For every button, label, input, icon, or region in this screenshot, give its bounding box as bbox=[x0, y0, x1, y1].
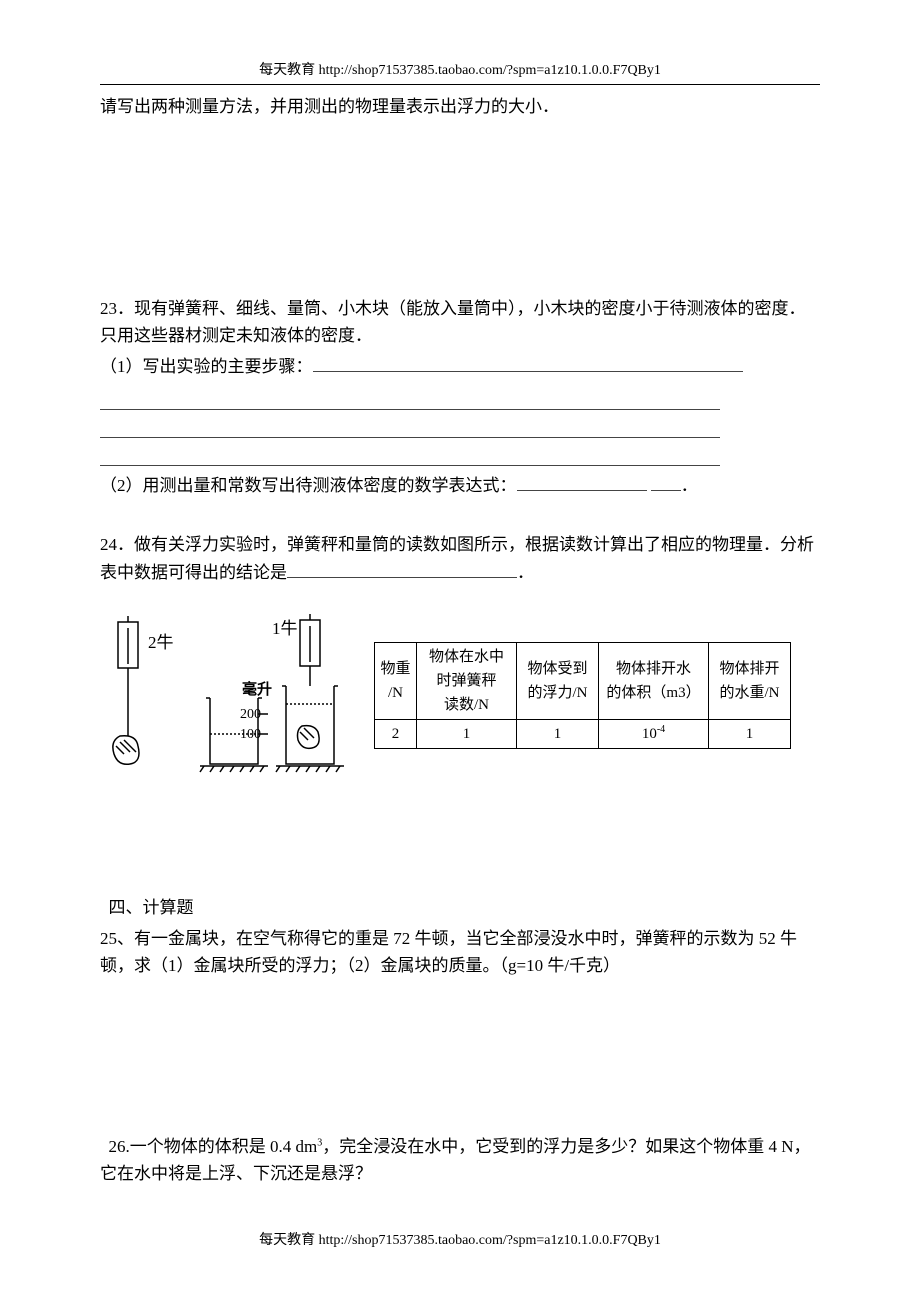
q25-text: 25、有一金属块，在空气称得它的重是 72 牛顿，当它全部浸没水中时，弹簧秤的示… bbox=[100, 925, 820, 979]
col-displaced-weight: 物体排开的水重/N bbox=[709, 643, 791, 720]
label-1n: 1牛 bbox=[272, 619, 298, 638]
cell-displaced-weight: 1 bbox=[709, 720, 791, 749]
col-volume: 物体排开水的体积（m3） bbox=[599, 643, 709, 720]
q23-intro: 23．现有弹簧秤、细线、量筒、小木块（能放入量筒中），小木块的密度小于待测液体的… bbox=[100, 295, 820, 349]
q24-post: ． bbox=[517, 563, 534, 582]
q24-text: 24．做有关浮力实验时，弹簧秤和量筒的读数如图所示，根据读数计算出了相应的物理量… bbox=[100, 531, 820, 585]
q23-blank-line-3 bbox=[100, 440, 720, 466]
cell-buoyancy: 1 bbox=[517, 720, 599, 749]
q23-part1-label: （1）写出实验的主要步骤： bbox=[100, 357, 313, 376]
q23-part1: （1）写出实验的主要步骤： bbox=[100, 353, 820, 380]
q26-pre: 26.一个物体的体积是 0.4 dm bbox=[100, 1137, 317, 1156]
col-spring-reading: 物体在水中时弹簧秤读数/N bbox=[417, 643, 517, 720]
footer-brand: 每天教育 bbox=[259, 1233, 315, 1248]
cell-weight: 2 bbox=[375, 720, 417, 749]
q23-part2-pre: （2）用测出量和常数写出待测液体密度的数学表达式： bbox=[100, 476, 517, 495]
q23-part2-post: ． bbox=[681, 476, 698, 495]
q23-blank-line-2 bbox=[100, 412, 720, 438]
q24-conclusion-blank bbox=[287, 561, 517, 578]
q26-text: 26.一个物体的体积是 0.4 dm3，完全浸没在水中，它受到的浮力是多少？如果… bbox=[100, 1133, 820, 1187]
q23-formula-blank bbox=[517, 474, 647, 491]
q24-table: 物重/N 物体在水中时弹簧秤读数/N 物体受到的浮力/N 物体排开水的体积（m3… bbox=[374, 642, 791, 749]
q24-figure-row: 2牛 bbox=[100, 606, 820, 786]
header-url: http://shop71537385.taobao.com/?spm=a1z1… bbox=[319, 63, 661, 78]
label-ml: 毫升 bbox=[242, 680, 272, 698]
cell-volume-base: 10 bbox=[642, 726, 657, 742]
label-100: 100 bbox=[240, 727, 261, 742]
footer-url: http://shop71537385.taobao.com/?spm=a1z1… bbox=[319, 1233, 661, 1248]
cell-spring-reading: 1 bbox=[417, 720, 517, 749]
q22-tail-text: 请写出两种测量方法，并用测出的物理量表示出浮力的大小． bbox=[100, 93, 820, 120]
table-data-row: 2 1 1 10-4 1 bbox=[375, 720, 791, 749]
q24-diagram: 2牛 bbox=[100, 606, 350, 786]
section-4-title: 四、计算题 bbox=[100, 894, 820, 921]
q23-part2: （2）用测出量和常数写出待测液体密度的数学表达式： ． bbox=[100, 472, 820, 499]
cell-volume-exp: -4 bbox=[657, 724, 665, 735]
q23-blank-line-1 bbox=[100, 384, 720, 410]
q23-step-blank-inline bbox=[313, 355, 743, 372]
header-brand: 每天教育 bbox=[259, 63, 315, 78]
label-200: 200 bbox=[240, 707, 261, 722]
col-buoyancy: 物体受到的浮力/N bbox=[517, 643, 599, 720]
col-weight: 物重/N bbox=[375, 643, 417, 720]
page-header: 每天教育 http://shop71537385.taobao.com/?spm… bbox=[100, 60, 820, 82]
cell-volume: 10-4 bbox=[599, 720, 709, 749]
q23-formula-blank-2 bbox=[651, 474, 681, 491]
page-footer: 每天教育 http://shop71537385.taobao.com/?spm… bbox=[0, 1230, 920, 1252]
label-2n: 2牛 bbox=[148, 633, 174, 652]
table-header-row: 物重/N 物体在水中时弹簧秤读数/N 物体受到的浮力/N 物体排开水的体积（m3… bbox=[375, 643, 791, 720]
header-rule bbox=[100, 84, 820, 85]
